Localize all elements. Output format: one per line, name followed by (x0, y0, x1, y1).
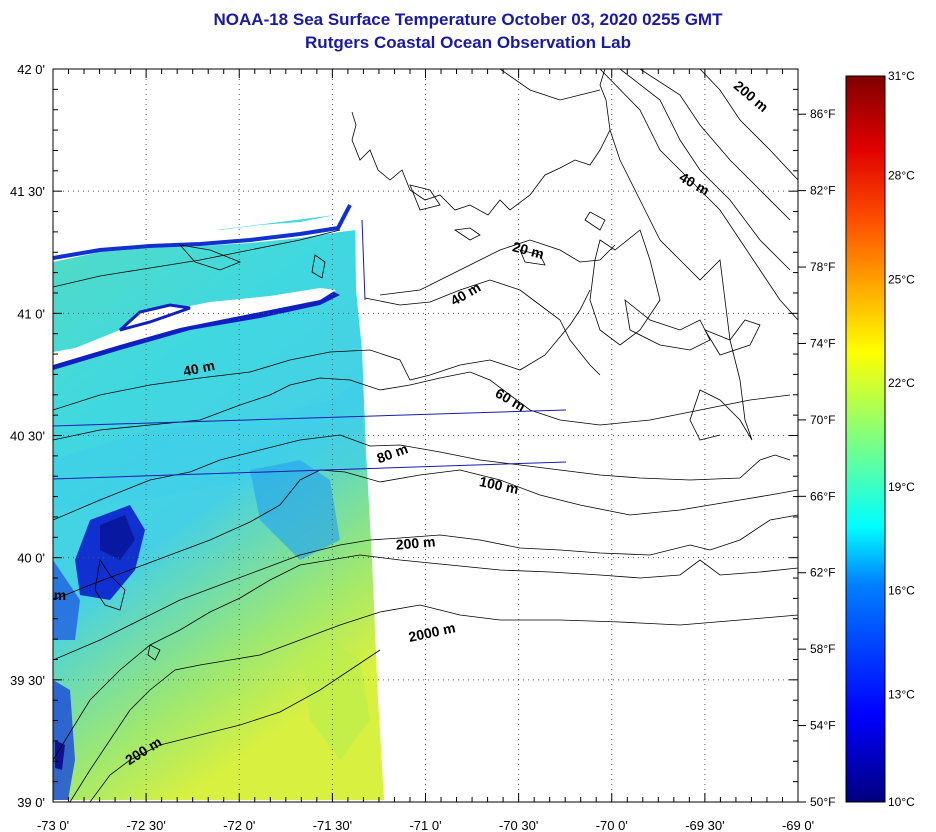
contour-label: 40 m (182, 357, 217, 379)
colorbar-fahrenheit-label: 50°F (810, 795, 835, 809)
colorbar-celsius-label: 28°C (888, 169, 915, 183)
colorbar-celsius-label: 25°C (888, 272, 915, 286)
colorbar-celsius-label: 10°C (888, 795, 915, 809)
map-ticks (52, 68, 799, 803)
colorbar-celsius-label: 31°C (888, 69, 915, 83)
lat-tick-label: 40 30' (10, 429, 45, 444)
lon-tick-label: -69 0' (782, 818, 814, 832)
colorbar-fahrenheit-label: 86°F (810, 107, 835, 121)
contour-label: 80 m (375, 440, 410, 466)
contour-label: 20 m (511, 238, 546, 262)
lon-tick-label: -70 30' (499, 818, 538, 832)
contour-label: m (54, 587, 66, 603)
contour-label: 100 m (478, 473, 520, 497)
colorbar-fahrenheit-label: 58°F (810, 642, 835, 656)
lat-tick-label: 40 0' (17, 551, 45, 566)
colorbar-fahrenheit-label: 78°F (810, 260, 835, 274)
colorbar-celsius-label: 13°C (888, 687, 915, 701)
colorbar-fahrenheit-label: 54°F (810, 719, 835, 733)
lon-tick-label: -73 0' (37, 818, 69, 832)
lon-tick-label: -72 30' (126, 818, 165, 832)
bathymetry-contours (53, 69, 798, 802)
contour-label: 200 m (395, 533, 436, 552)
colorbar (845, 75, 886, 803)
coastline (178, 69, 761, 441)
lat-tick-label: 42 0' (17, 62, 45, 77)
longitude-labels: -73 0' -72 30' -72 0' -71 30' -71 0' -70 30' -… (37, 818, 814, 832)
colorbar-fahrenheit-label: 62°F (810, 566, 835, 580)
map-title: NOAA-18 Sea Surface Temperature October … (213, 10, 723, 29)
colorbar-fahrenheit-label: 66°F (810, 489, 835, 503)
lon-tick-label: -70 0' (596, 818, 628, 832)
lat-tick-label: 39 0' (17, 795, 45, 810)
map-subtitle: Rutgers Coastal Ocean Observation Lab (305, 33, 631, 52)
colorbar-celsius-labels: 31°C 28°C 25°C 22°C 19°C 16°C 13°C 10°C (888, 69, 915, 809)
colorbar-celsius-label: 19°C (888, 480, 915, 494)
map-grid (53, 69, 798, 802)
lon-tick-label: -69 30' (685, 818, 724, 832)
colorbar-fahrenheit-label: 74°F (810, 336, 835, 350)
lon-tick-label: -71 0' (409, 818, 441, 832)
lon-tick-label: -72 0' (223, 818, 255, 832)
lon-tick-label: -71 30' (313, 818, 352, 832)
contour-label: 60 m (493, 385, 529, 415)
contour-label: 40 m (448, 279, 484, 309)
colorbar-celsius-label: 16°C (888, 584, 915, 598)
contour-label: 2000 m (407, 619, 457, 645)
colorbar-fahrenheit-labels: 86°F 82°F 78°F 74°F 70°F 66°F 62°F 58°F 54°F 50°F (798, 107, 835, 809)
contour-label: 200 m (731, 77, 772, 115)
lat-tick-label: 41 30' (10, 184, 45, 199)
colorbar-fahrenheit-label: 82°F (810, 184, 835, 198)
satellite-track-lines (53, 219, 567, 480)
lat-tick-label: 41 0' (17, 306, 45, 321)
colorbar-fahrenheit-label: 70°F (810, 413, 835, 427)
sst-raster (53, 140, 384, 800)
latitude-labels: 39 0' 39 30' 40 0' 40 30' 41 0' 41 30' 42 0' (10, 62, 45, 810)
lat-tick-label: 39 30' (10, 673, 45, 688)
colorbar-celsius-label: 22°C (888, 376, 915, 390)
contour-label: 40 m (677, 169, 713, 199)
